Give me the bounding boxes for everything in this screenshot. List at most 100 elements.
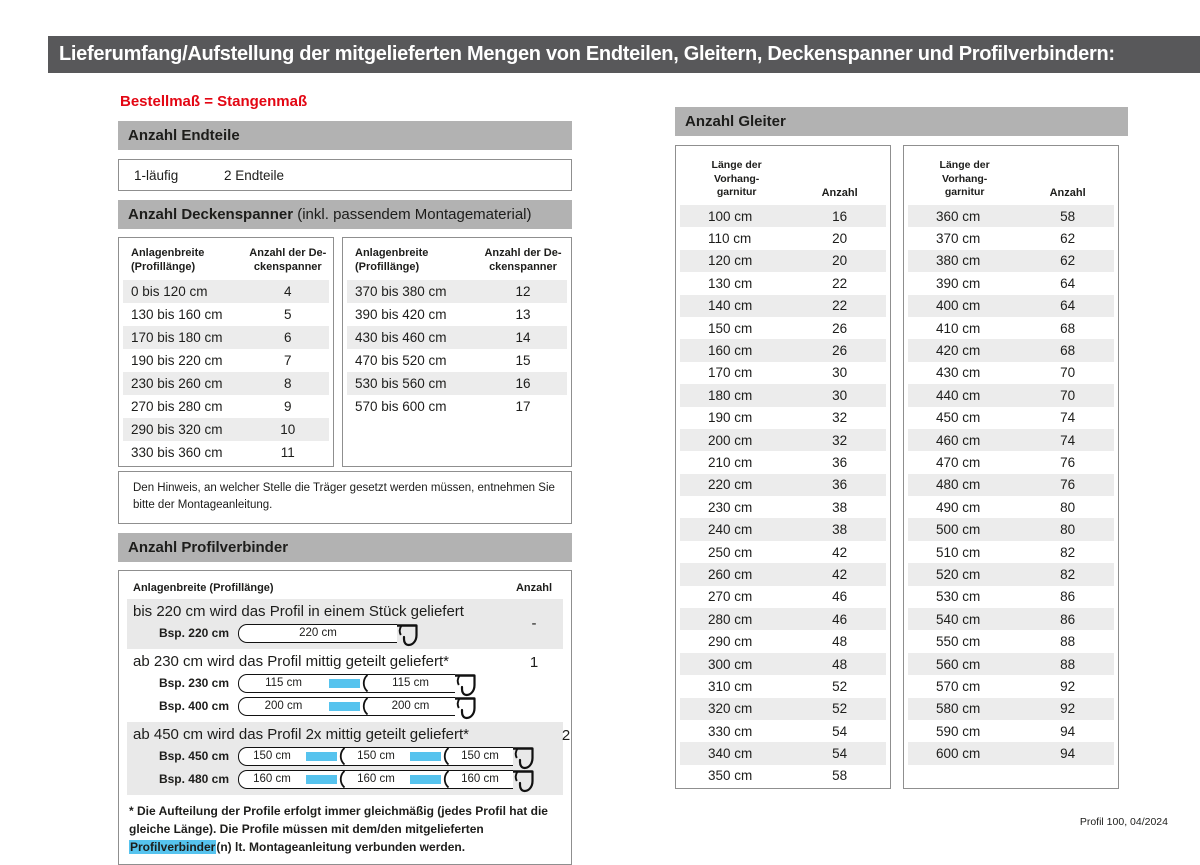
- table-header: Anlagenbreite (Profillänge) Anzahl der D…: [123, 242, 329, 280]
- table-row: 550 cm 88: [908, 630, 1114, 652]
- count-cell: 76: [1060, 477, 1076, 493]
- count-cell: 26: [832, 320, 848, 336]
- rule-description: ab 450 cm wird das Profil 2x mittig gete…: [133, 725, 469, 743]
- connector-joint-icon: [339, 747, 346, 765]
- count-cell: 76: [1060, 454, 1076, 470]
- profile-rule-row: bis 220 cm wird das Profil in einem Stüc…: [127, 598, 563, 649]
- size-cell: 130 bis 160 cm: [131, 307, 223, 322]
- size-cell: 370 bis 380 cm: [355, 284, 447, 299]
- connector-joint-icon: [339, 770, 346, 788]
- rule-content: ab 230 cm wird das Profil mittig geteilt…: [127, 652, 505, 720]
- profile-end-cap: [454, 674, 479, 698]
- table-row: 130 cm 22: [680, 272, 886, 294]
- profile-connector: [305, 770, 346, 788]
- profile-segment-length: 115 cm: [392, 677, 429, 689]
- size-cell: 330 bis 360 cm: [131, 445, 223, 460]
- table-row: 370 cm 62: [908, 227, 1114, 249]
- column-header-width: Anlagenbreite (Profillänge): [355, 247, 429, 273]
- table-row: 540 cm 86: [908, 608, 1114, 631]
- profile-end-cap-icon: [454, 697, 476, 720]
- count-cell: 20: [832, 231, 848, 247]
- table-row: 350 cm 58: [680, 765, 886, 787]
- table-row: 300 cm 48: [680, 652, 886, 676]
- count-cell: 54: [832, 723, 848, 739]
- size-cell: 200 cm: [708, 432, 753, 448]
- size-cell: 390 bis 420 cm: [355, 307, 447, 322]
- table-row: 180 cm 30: [680, 384, 886, 407]
- count-cell: 92: [1060, 701, 1076, 717]
- order-measure-note: Bestellmaß = Stangenmaß: [120, 93, 308, 110]
- column-header-count: Anzahl der De- ckenspanner: [249, 247, 327, 273]
- size-cell: 150 cm: [708, 320, 753, 336]
- table-row: 460 cm 74: [908, 428, 1114, 452]
- count-cell: 62: [1060, 231, 1076, 247]
- profile-example: Bsp. 480 cm 160 cm 160 cm 160 cm: [127, 768, 537, 793]
- table-row: 380 cm 62: [908, 249, 1114, 273]
- size-cell: 490 cm: [936, 499, 981, 515]
- table-row: 590 cm 94: [908, 720, 1114, 742]
- size-cell: 410 cm: [936, 320, 981, 336]
- count-cell: 64: [1060, 298, 1076, 314]
- size-cell: 380 cm: [936, 253, 981, 269]
- table-header: Anlagenbreite (Profillänge) Anzahl der D…: [347, 242, 567, 280]
- table-body: 0 bis 120 cm 4 130 bis 160 cm 5 170 bis 180 …: [123, 280, 329, 464]
- profile-connector: [305, 747, 346, 765]
- endteile-run-label: 1-läufig: [134, 167, 179, 183]
- count-cell: 68: [1060, 343, 1076, 359]
- table-row: 490 cm 80: [908, 496, 1114, 518]
- gleiter-table-2: Länge der Vorhang- garnitur Anzahl 360 c…: [903, 145, 1119, 789]
- size-cell: 270 cm: [708, 589, 753, 605]
- count-cell: 80: [1060, 499, 1076, 515]
- column-header-count: Anzahl: [821, 187, 858, 199]
- size-cell: 160 cm: [708, 343, 753, 359]
- section-heading-deckenspanner: Anzahl Deckenspanner (inkl. passendem Mo…: [118, 200, 572, 229]
- table-row: 140 cm 22: [680, 294, 886, 317]
- count-cell: 48: [832, 634, 848, 650]
- count-cell: 46: [832, 589, 848, 605]
- profile-segment-length: 115 cm: [265, 677, 302, 689]
- size-cell: 270 bis 280 cm: [131, 399, 223, 414]
- rule-description: ab 230 cm wird das Profil mittig geteilt…: [133, 652, 449, 670]
- example-label: Bsp. 230 cm: [158, 676, 229, 690]
- column-header-count: Anzahl der De- ckenspanner: [484, 247, 562, 273]
- table-row: 210 cm 36: [680, 451, 886, 473]
- count-cell: 16: [832, 208, 848, 224]
- count-cell: 15: [515, 353, 531, 368]
- table-row: 440 cm 70: [908, 384, 1114, 407]
- size-cell: 470 cm: [936, 454, 981, 470]
- size-cell: 230 bis 260 cm: [131, 376, 223, 391]
- size-cell: 590 cm: [936, 723, 981, 739]
- connector-joint-icon: [362, 697, 369, 715]
- table-row: 430 cm 70: [908, 362, 1114, 384]
- size-cell: 180 cm: [708, 387, 753, 403]
- profile-example: Bsp. 230 cm 115 cm 115 cm: [127, 672, 505, 698]
- size-cell: 430 cm: [936, 365, 981, 381]
- example-label: Bsp. 220 cm: [158, 626, 229, 640]
- size-cell: 100 cm: [708, 208, 753, 224]
- column-header-width: Anlagenbreite (Profillänge): [133, 581, 274, 594]
- rule-count: -: [531, 614, 537, 632]
- size-cell: 250 cm: [708, 544, 753, 560]
- example-label: Bsp. 400 cm: [158, 699, 229, 713]
- size-cell: 210 cm: [708, 454, 753, 470]
- profile-segment-length: 150 cm: [253, 750, 291, 762]
- section-heading-endteile: Anzahl Endteile: [118, 121, 572, 150]
- size-cell: 190 cm: [708, 410, 753, 426]
- gleiter-tables: Länge der Vorhang- garnitur Anzahl 100 c…: [675, 145, 1128, 789]
- table-row: 580 cm 92: [908, 697, 1114, 720]
- table-row: 290 bis 320 cm 10: [123, 418, 329, 441]
- left-column: Bestellmaß = Stangenmaß Anzahl Endteile …: [118, 73, 572, 865]
- deckenspanner-table-2: Anlagenbreite (Profillänge) Anzahl der D…: [342, 237, 572, 467]
- count-cell: 52: [832, 678, 848, 694]
- size-cell: 390 cm: [936, 275, 981, 291]
- size-cell: 470 bis 520 cm: [355, 353, 447, 368]
- count-cell: 11: [280, 445, 295, 460]
- column-header-count: Anzahl: [515, 581, 553, 594]
- table-row: 450 cm 74: [908, 407, 1114, 429]
- table-row: 570 bis 600 cm 17: [347, 395, 567, 418]
- count-cell: 94: [1060, 746, 1076, 762]
- profile-bar: 200 cm 200 cm: [238, 696, 455, 716]
- table-row: 400 cm 64: [908, 294, 1114, 317]
- count-cell: 86: [1060, 611, 1076, 627]
- count-cell: 70: [1060, 387, 1076, 403]
